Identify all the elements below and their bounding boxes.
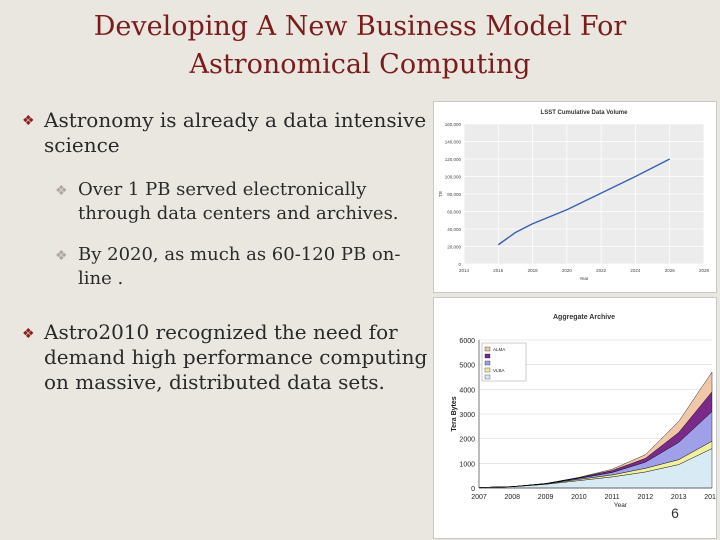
legend-swatch — [484, 353, 491, 359]
lsst-series-line — [497, 158, 671, 246]
x-tick-label: 2009 — [538, 494, 554, 501]
sub-bullet-marker-icon: ❖ — [55, 248, 68, 264]
x-tick-label: 2013 — [671, 494, 687, 501]
x-tick-label: 2026 — [665, 268, 676, 273]
bullet-2-line-2: demand high performance computing — [44, 345, 428, 369]
y-tick-label: 1000 — [459, 461, 475, 468]
sub-bullet-1-line-2: through data centers and archives. — [78, 203, 399, 224]
chart-title: Aggregate Archive — [553, 314, 615, 321]
y-tick-label: 140,000 — [445, 140, 462, 145]
x-axis-label: Year — [579, 276, 589, 281]
legend-label: ALMA — [493, 347, 505, 352]
lsst-volume-chart-svg: LSST Cumulative Data Volume 0 20,000 40,000… — [438, 110, 710, 281]
bullet-2-line-1: Astro2010 recognized the need for — [44, 320, 398, 344]
sub-bullet-1-line-1: Over 1 PB served electronically — [78, 179, 367, 200]
x-tick-label: 2011 — [605, 494, 620, 501]
slide-title-line-1: Developing A New Business Model For — [93, 11, 627, 42]
bullet-1-line-1: Astronomy is already a data intensive — [44, 108, 427, 132]
x-axis-label: Year — [614, 502, 628, 509]
legend-swatch — [484, 367, 491, 373]
bullet-2: Astro2010 recognized the need for demand… — [44, 320, 444, 395]
sub-bullet-1: Over 1 PB served electronically through … — [78, 178, 448, 226]
x-tick-label: 2012 — [638, 494, 654, 501]
y-axis-label: Tera Bytes — [451, 396, 458, 431]
slide-title-line-2: Astronomical Computing — [189, 49, 531, 80]
x-tick-label: 2024 — [630, 268, 641, 273]
legend-swatch — [484, 374, 491, 380]
x-tick-label: 2014 — [459, 268, 470, 273]
y-tick-label: 60,000 — [447, 210, 461, 215]
y-tick-label: 0 — [471, 486, 475, 493]
x-tick-label: 2022 — [596, 268, 607, 273]
y-tick-label: 100,000 — [445, 175, 462, 180]
y-tick-label: 4000 — [459, 387, 475, 394]
bullet-2-line-3: on massive, distributed data sets. — [44, 370, 385, 394]
x-tick-label: 2028 — [699, 268, 710, 273]
sub-bullet-2-line-2: line . — [78, 268, 124, 289]
y-tick-label: 5000 — [459, 363, 475, 370]
legend-swatch — [484, 360, 491, 366]
slide-title: Developing A New Business Model For Astr… — [40, 8, 680, 84]
x-tick-label: 2016 — [493, 268, 504, 273]
legend-label: VLBA — [493, 368, 505, 373]
page-number: 6 — [671, 505, 679, 521]
y-tick-label: 80,000 — [447, 192, 461, 197]
x-tick-label: 2010 — [571, 494, 587, 501]
y-tick-label: 6000 — [459, 338, 475, 345]
chart-title: LSST Cumulative Data Volume — [541, 110, 629, 116]
area-series — [478, 371, 713, 488]
x-tick-label: 2007 — [471, 494, 487, 501]
bullet-1-line-2: science — [44, 133, 120, 157]
aggregate-archive-chart-svg: Aggregate Archive 0 1000 2000 3000 4000 5000 60… — [451, 314, 716, 509]
x-tick-label: 2014 — [704, 494, 716, 501]
x-tick-label: 2008 — [504, 494, 520, 501]
y-tick-label: 0 — [458, 262, 461, 267]
y-tick-label: 40,000 — [447, 227, 461, 232]
x-tick-label: 2020 — [562, 268, 573, 273]
lsst-volume-chart: LSST Cumulative Data Volume 0 20,000 40,000… — [433, 101, 717, 293]
sub-bullet-2: By 2020, as much as 60-120 PB on- line . — [78, 243, 448, 291]
y-tick-label: 120,000 — [445, 157, 462, 162]
sub-bullet-2-line-1: By 2020, as much as 60-120 PB on- — [78, 244, 401, 265]
x-tick-label: 2018 — [528, 268, 539, 273]
sub-bullet-marker-icon: ❖ — [55, 183, 68, 199]
bullet-1: Astronomy is already a data intensive sc… — [44, 108, 444, 158]
aggregate-archive-chart: Aggregate Archive 0 1000 2000 3000 4000 5000 60… — [433, 297, 717, 539]
y-tick-label: 3000 — [459, 412, 475, 419]
y-tick-label: 20,000 — [447, 245, 461, 250]
bullet-marker-icon: ❖ — [22, 326, 35, 342]
y-tick-label: 160,000 — [445, 122, 462, 127]
legend-swatch — [484, 346, 491, 352]
bullet-marker-icon: ❖ — [22, 113, 35, 129]
y-axis-label: TB — [438, 191, 443, 197]
y-tick-label: 2000 — [459, 437, 475, 444]
